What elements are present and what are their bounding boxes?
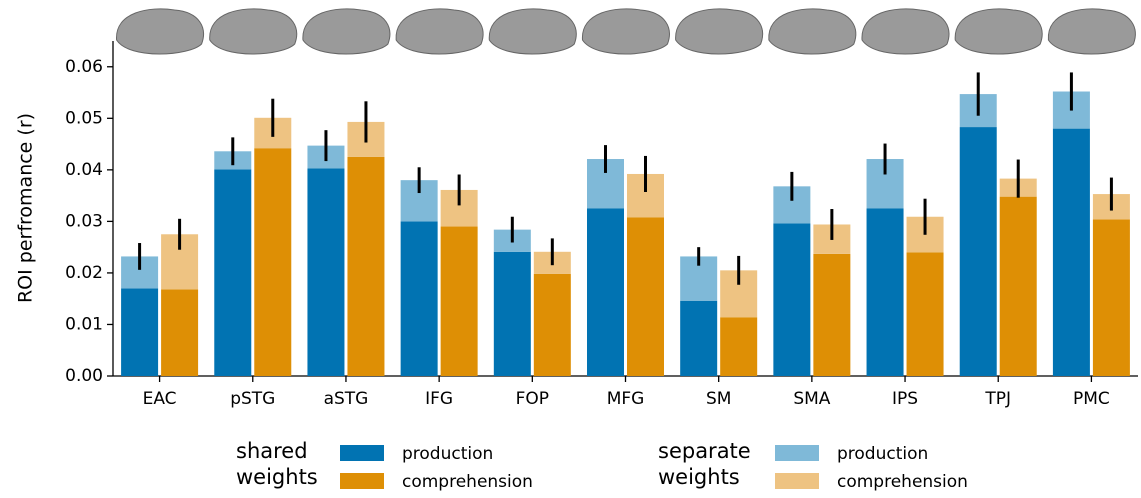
bar-shared xyxy=(627,217,664,376)
brain-icon xyxy=(862,9,949,54)
x-tick-label: TPJ xyxy=(984,389,1011,409)
bar-shared xyxy=(307,168,344,376)
y-tick-label: 0.05 xyxy=(65,108,103,128)
brain-icon xyxy=(117,9,204,54)
x-tick-label: SMA xyxy=(793,389,830,409)
x-tick-label: MFG xyxy=(607,389,645,409)
bar-shared xyxy=(161,289,198,376)
bar-shared xyxy=(907,252,944,376)
bar-shared xyxy=(813,254,850,376)
brain-icon xyxy=(955,9,1042,54)
figure: ROI perfromance (r) 0.00 0.01 0.02 0.03 0.04… xyxy=(0,0,1141,498)
legend-group-title: separate weights xyxy=(658,438,768,490)
legend-swatch xyxy=(775,445,819,461)
x-tick-label: pSTG xyxy=(230,389,275,409)
brain-icon xyxy=(396,9,483,54)
bar-shared xyxy=(720,317,757,376)
legend-label: comprehension xyxy=(837,472,968,492)
brain-icon xyxy=(303,9,390,54)
bar-shared xyxy=(680,301,717,376)
bar-shared xyxy=(1053,129,1090,376)
legend-swatch xyxy=(340,473,384,489)
y-tick-label: 0.04 xyxy=(65,160,103,180)
brain-icon xyxy=(676,9,763,54)
bar-shared xyxy=(401,221,438,376)
bar-shared xyxy=(214,169,251,376)
chart: ROI perfromance (r) 0.00 0.01 0.02 0.03 0.04… xyxy=(0,0,1141,498)
legend-swatch xyxy=(340,445,384,461)
bar-shared xyxy=(534,274,571,376)
y-axis-label: ROI perfromance (r) xyxy=(15,113,37,303)
y-tick-label: 0.06 xyxy=(65,57,103,77)
x-tick-label: PMC xyxy=(1073,389,1110,409)
x-tick-label: SM xyxy=(706,389,731,409)
bar-shared xyxy=(441,227,478,376)
legend-label: production xyxy=(837,444,928,464)
y-tick-label: 0.01 xyxy=(65,314,103,334)
y-tick-label: 0.03 xyxy=(65,211,103,231)
y-tick-label: 0.02 xyxy=(65,263,103,283)
x-tick-label: FOP xyxy=(516,389,549,409)
brain-icon xyxy=(210,9,297,54)
x-tick-label: aSTG xyxy=(324,389,369,409)
x-tick-label: EAC xyxy=(143,389,177,409)
y-tick-label: 0.00 xyxy=(65,366,103,386)
legend-swatch xyxy=(775,473,819,489)
x-tick-label: IPS xyxy=(892,389,918,409)
bar-shared xyxy=(867,209,904,377)
bar-shared xyxy=(960,127,997,376)
bar-shared xyxy=(347,157,384,376)
bar-shared xyxy=(121,288,158,376)
bar-shared xyxy=(494,252,531,376)
brain-icon xyxy=(489,9,576,54)
x-tick-label: IFG xyxy=(425,389,453,409)
bar-shared xyxy=(773,223,810,376)
legend-label: production xyxy=(402,444,493,464)
legend-label: comprehension xyxy=(402,472,533,492)
bar-shared xyxy=(254,148,291,376)
bar-shared xyxy=(587,209,624,377)
legend-group-title: shared weights xyxy=(236,438,326,490)
brain-icon xyxy=(582,9,669,54)
bar-shared xyxy=(1000,197,1037,376)
brain-icon xyxy=(1048,9,1135,54)
brain-icon xyxy=(769,9,856,54)
bar-shared xyxy=(1093,219,1130,376)
